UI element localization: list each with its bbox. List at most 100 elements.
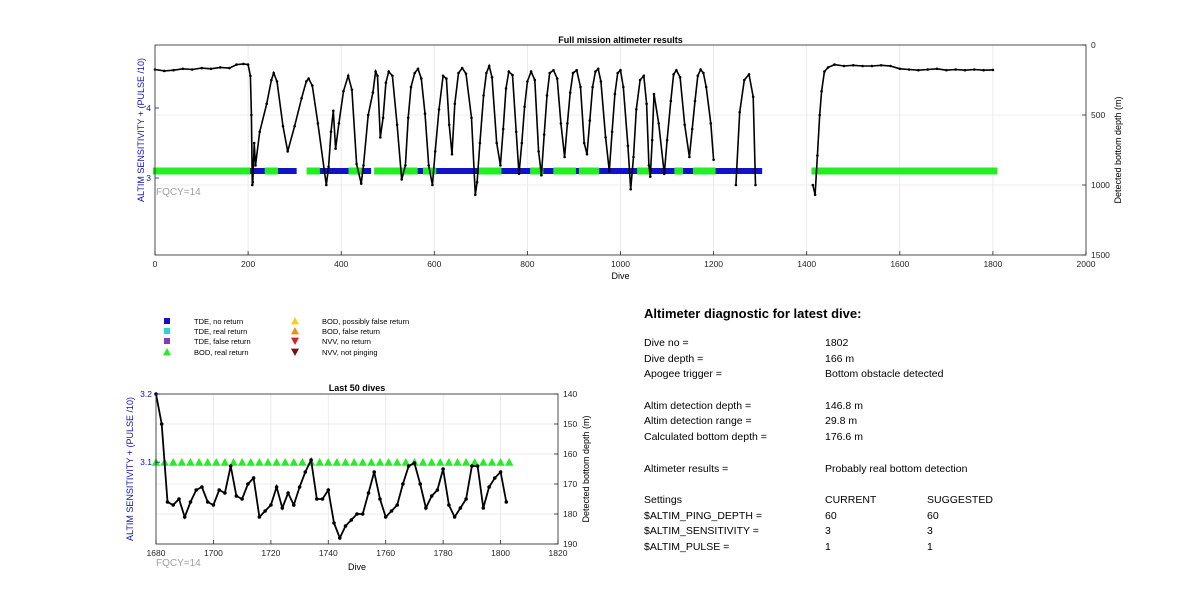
legend-marker	[164, 318, 170, 324]
x-tick-label: 800	[520, 259, 534, 269]
right-y-tick-label: 0	[1091, 40, 1096, 50]
depth-point	[622, 85, 625, 89]
depth-point	[475, 464, 480, 468]
depth-point	[526, 80, 529, 83]
depth-point	[447, 503, 451, 507]
depth-point	[690, 127, 694, 131]
legend-marker	[291, 317, 299, 325]
legend-label: TDE, real return	[194, 327, 247, 336]
depth-point	[416, 67, 420, 71]
depth-point	[608, 169, 611, 173]
depth-point	[478, 141, 482, 145]
right-y-tick-label: 140	[563, 389, 577, 399]
depth-point	[338, 536, 342, 540]
bod-real-return-band	[153, 167, 251, 175]
depth-point	[346, 74, 350, 78]
depth-point	[591, 85, 594, 89]
depth-point	[675, 68, 678, 72]
depth-point	[498, 470, 503, 474]
depth-point	[395, 503, 400, 507]
bod-real-return-marker	[255, 457, 264, 466]
depth-point	[599, 80, 603, 83]
legend-marker	[164, 338, 170, 344]
calculated-bottom-depth-label: Calculated bottom depth =	[644, 431, 767, 444]
depth-point	[366, 491, 371, 495]
altimeter-results-label: Altimeter results =	[644, 462, 729, 475]
depth-point	[499, 164, 502, 167]
depth-point	[263, 509, 267, 513]
depth-point	[594, 70, 597, 73]
depth-point	[954, 68, 957, 71]
depth-point	[704, 85, 708, 89]
depth-point	[813, 193, 817, 197]
depth-point	[320, 497, 325, 501]
bod-real-return-band	[348, 167, 362, 175]
depth-point	[420, 77, 423, 80]
depth-point	[223, 491, 227, 495]
altimeter-results-row: Altimeter results = Probably real bottom…	[644, 462, 1164, 478]
depth-point	[258, 130, 262, 134]
depth-point	[286, 491, 290, 495]
pulse-current: 1	[825, 540, 831, 553]
depth-point	[315, 497, 319, 501]
depth-point	[665, 138, 669, 142]
altimeter-results-value: Probably real bottom detection	[825, 462, 968, 475]
sensitivity-suggested: 3	[927, 525, 933, 538]
depth-point	[332, 109, 335, 113]
depth-point	[242, 62, 245, 66]
depth-point	[334, 147, 337, 150]
depth-point	[738, 110, 741, 114]
depth-point	[254, 164, 257, 167]
depth-point	[359, 182, 363, 185]
dive-no-label: Dive no =	[644, 337, 689, 349]
depth-point	[917, 68, 920, 72]
bod-real-return-marker	[479, 457, 488, 466]
depth-point	[482, 94, 485, 97]
depth-point	[907, 68, 911, 71]
depth-point	[305, 80, 308, 83]
depth-point	[350, 88, 354, 92]
bod-real-return-marker	[393, 457, 402, 466]
depth-point	[205, 500, 210, 504]
depth-point	[514, 130, 518, 134]
depth-point	[688, 155, 691, 159]
right-y-tick-label: 1500	[1091, 250, 1110, 260]
depth-point	[249, 74, 252, 78]
last-50-dives-chart: 1680 1700 1720 1740 1760 1780 1800 1820 140 150 16…	[125, 383, 591, 572]
bod-real-return-marker	[384, 457, 393, 466]
depth-point	[404, 164, 407, 167]
altimeter-diagnostic-panel: Altimeter diagnostic for latest dive: Di…	[644, 306, 1164, 556]
depth-point	[209, 67, 213, 71]
bod-real-return-band	[264, 167, 279, 175]
right-y-tick-label: 190	[563, 539, 577, 549]
x-tick-label: 1760	[376, 548, 395, 558]
depth-point	[251, 183, 254, 187]
depth-point	[423, 112, 427, 115]
depth-point	[820, 89, 823, 93]
depth-point	[474, 193, 477, 197]
bod-real-return-band	[692, 167, 716, 175]
depth-point	[182, 515, 187, 519]
depth-point	[555, 77, 559, 80]
depth-point	[709, 122, 713, 125]
depth-point	[504, 500, 509, 504]
bod-real-return-marker	[436, 457, 445, 466]
depth-point	[596, 67, 600, 71]
bottom-left-axis-label: ALTIM SENSITIVITY + (PULSE /10)	[125, 397, 135, 541]
depth-point	[604, 136, 607, 139]
depth-point	[645, 102, 648, 106]
altim-detection-depth-label: Altim detection depth =	[644, 399, 752, 412]
depth-point	[453, 102, 457, 106]
depth-point	[490, 75, 494, 79]
sensitivity-current: 3	[825, 525, 831, 538]
depth-point	[963, 68, 967, 72]
depth-point	[406, 116, 410, 120]
bod-real-return-marker	[272, 457, 281, 466]
diagnostic-title: Altimeter diagnostic for latest dive:	[644, 306, 862, 321]
depth-point	[811, 183, 815, 187]
depth-point	[582, 141, 586, 145]
depth-point	[457, 71, 460, 75]
depth-point	[495, 141, 499, 145]
depth-point	[378, 497, 382, 501]
